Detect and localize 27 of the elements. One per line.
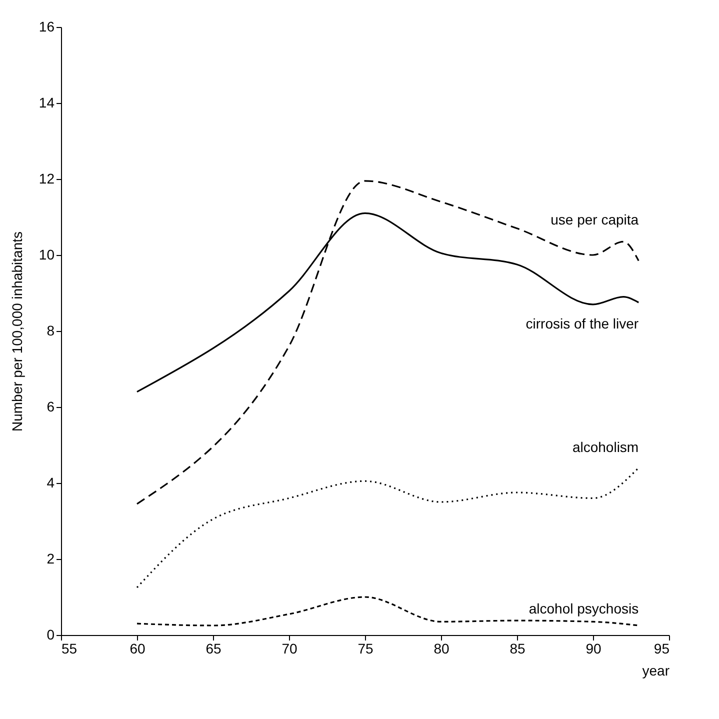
series-label: use per capita bbox=[550, 212, 639, 228]
series-label: alcohol psychosis bbox=[528, 600, 639, 616]
y-tick-label: 6 bbox=[46, 398, 55, 414]
line-series bbox=[136, 467, 640, 588]
y-tick-label: 14 bbox=[38, 94, 55, 110]
series-label: cirrosis of the liver bbox=[526, 316, 639, 332]
x-tick-label: 60 bbox=[130, 640, 146, 656]
line-series bbox=[136, 180, 640, 505]
y-tick-label: 4 bbox=[46, 474, 55, 490]
y-tick-label: 16 bbox=[38, 18, 55, 34]
x-tick-label: 85 bbox=[510, 640, 526, 656]
y-tick-label: 12 bbox=[38, 170, 55, 186]
x-tick-label: 90 bbox=[586, 640, 602, 656]
x-tick-label: 65 bbox=[206, 640, 222, 656]
x-axis-title: year bbox=[642, 662, 670, 678]
y-tick-label: 8 bbox=[46, 322, 55, 338]
x-tick-label: 70 bbox=[282, 640, 298, 656]
x-tick-label: 95 bbox=[654, 640, 670, 656]
x-tick-label: 55 bbox=[62, 640, 78, 656]
y-tick-label: 0 bbox=[46, 626, 55, 642]
line-series bbox=[136, 596, 640, 626]
x-tick-label: 75 bbox=[358, 640, 374, 656]
y-tick-label: 2 bbox=[46, 550, 55, 566]
y-tick-label: 10 bbox=[38, 246, 55, 262]
series-label: alcoholism bbox=[572, 438, 639, 455]
y-axis-title: Number per 100,000 inhabitants bbox=[8, 231, 25, 432]
x-tick-label: 80 bbox=[434, 640, 450, 656]
